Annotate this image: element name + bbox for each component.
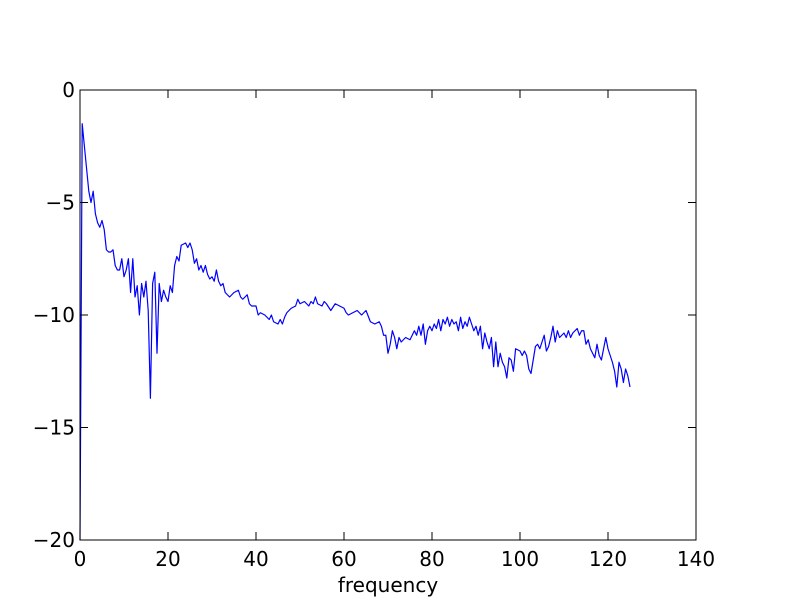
x-tick-label: 140 [677,547,715,571]
series-layer [79,123,631,541]
x-tick-label: 60 [331,547,356,571]
y-tick-label: −20 [33,528,75,552]
x-axis-label: frequency [338,573,438,597]
x-tick-label: 0 [74,547,87,571]
y-tick-label: −5 [46,191,75,215]
x-tick-label: 40 [243,547,268,571]
x-tick-label: 80 [419,547,444,571]
series-line-0 [79,123,631,541]
x-axis: 0 20 40 60 80 100 120 140 [74,90,715,571]
y-axis: −20 −15 −10 −5 0 [33,78,696,552]
x-tick-label: 120 [589,547,627,571]
y-tick-label: −10 [33,303,75,327]
y-tick-label: −15 [33,416,75,440]
y-tick-label: 0 [62,78,75,102]
x-tick-label: 20 [155,547,180,571]
x-tick-label: 100 [501,547,539,571]
